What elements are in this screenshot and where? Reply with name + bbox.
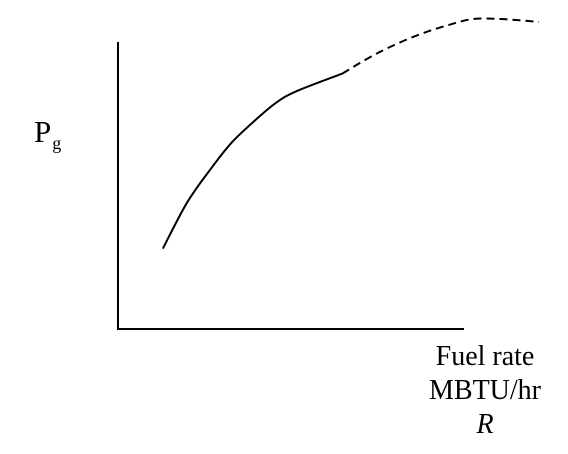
curve-solid-series-0 — [161, 72, 343, 250]
x-axis-label-line1: Fuel rate — [435, 341, 535, 372]
y-axis-label: Pg — [34, 116, 61, 152]
y-axis-label-subscript: g — [52, 133, 62, 153]
x-axis-label: Fuel rate MBTU/hr R — [400, 340, 568, 442]
x-axis-label-symbol: R — [476, 409, 494, 440]
series-layer — [161, 17, 539, 250]
x-axis-label-line2: MBTU/hr — [429, 375, 541, 406]
curve-dashed-extension-series-1 — [341, 17, 539, 75]
y-axis-label-main: P — [34, 114, 52, 149]
